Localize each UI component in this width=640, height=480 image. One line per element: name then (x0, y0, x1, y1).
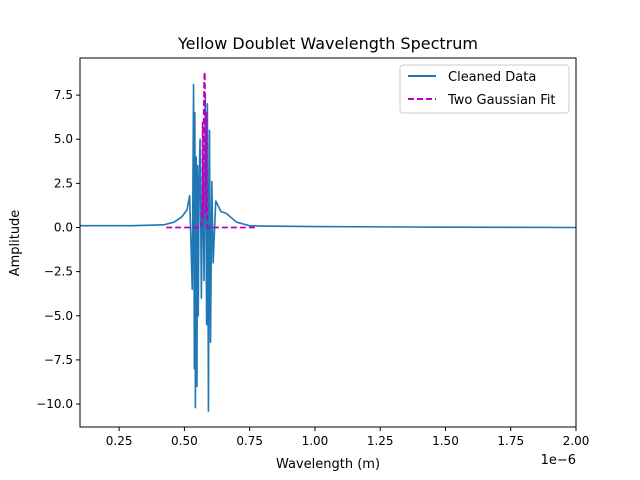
series-layer (80, 71, 577, 412)
legend-box (399, 64, 570, 114)
x-tick-label: 0.50 (171, 434, 198, 448)
x-tick-label: 1.50 (432, 434, 459, 448)
axes-frame (79, 57, 577, 428)
x-axis-ticks: 0.25 0.50 0.75 1.00 1.25 1.50 1.75 2.00 (106, 427, 590, 448)
x-tick-label: 1.00 (302, 434, 329, 448)
x-tick-label: 2.00 (563, 434, 590, 448)
y-tick-label: 5.0 (54, 132, 73, 146)
y-tick-label: −5.0 (44, 309, 73, 323)
x-tick-label: 0.25 (106, 434, 133, 448)
x-tick-label: 1.25 (367, 434, 394, 448)
y-tick-label: 7.5 (54, 88, 73, 102)
x-axis-offset-label: 1e−6 (541, 453, 576, 468)
x-axis-label: Wavelength (m) (276, 457, 380, 472)
plot-area (80, 58, 576, 427)
chart-title: Yellow Doublet Wavelength Spectrum (177, 34, 478, 53)
series-line-two-gaussian-fit (166, 71, 258, 229)
legend-label-cleaned-data: Cleaned Data (448, 70, 536, 85)
x-tick-label: 1.75 (497, 434, 524, 448)
y-tick-label: 2.5 (54, 176, 73, 190)
y-axis-ticks: −10.0 −7.5 −5.0 −2.5 0.0 2.5 5.0 7.5 (36, 88, 80, 411)
x-tick-label: 0.75 (236, 434, 263, 448)
legend: Cleaned Data Two Gaussian Fit (399, 64, 570, 114)
y-tick-label: −2.5 (44, 265, 73, 279)
y-tick-label: −7.5 (44, 353, 73, 367)
y-tick-label: −10.0 (36, 397, 73, 411)
y-tick-label: 0.0 (54, 220, 73, 234)
legend-label-two-gaussian-fit: Two Gaussian Fit (447, 93, 556, 108)
y-axis-label: Amplitude (8, 210, 23, 277)
